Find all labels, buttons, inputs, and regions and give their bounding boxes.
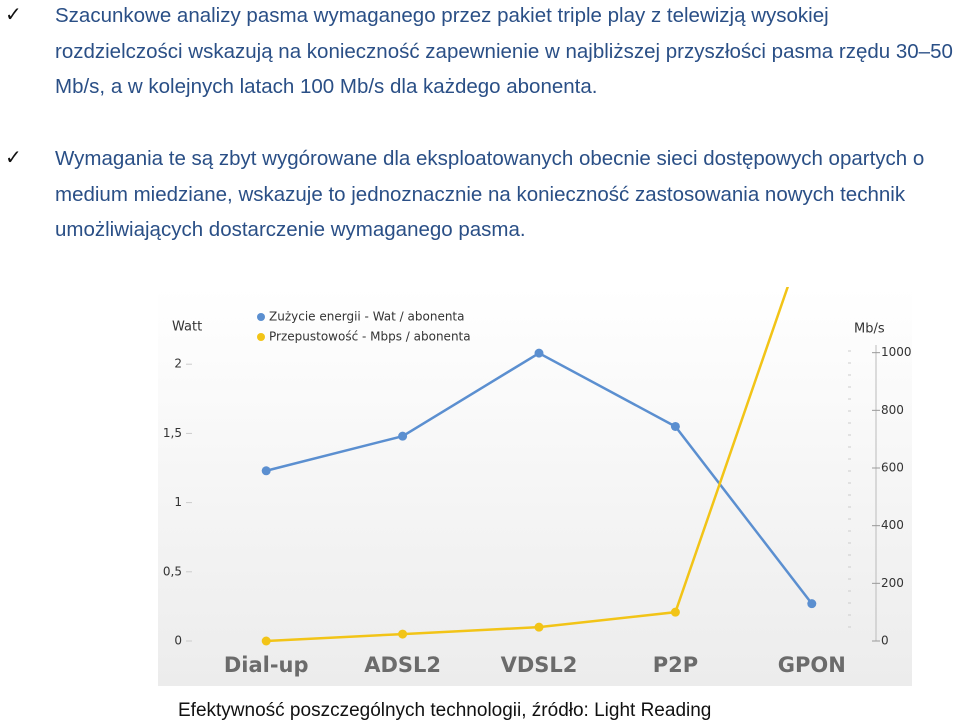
data-point [398, 629, 408, 639]
data-point [534, 348, 544, 358]
y2-axis-label: Mb/s [854, 322, 885, 337]
bullet: ✓ Wymagania te są zbyt wygórowane dla eks… [5, 141, 955, 248]
x-tick-label: VDSL2 [501, 653, 578, 677]
check-icon: ✓ [5, 4, 22, 26]
y-tick-label: 1 [174, 495, 182, 509]
data-point [398, 431, 408, 441]
y2-tick-label: 0 [881, 634, 889, 648]
y-tick-label: 0,5 [163, 564, 182, 578]
x-tick-label: Dial-up [224, 653, 309, 677]
y2-tick-label: 200 [881, 576, 904, 590]
data-point [261, 636, 271, 646]
bullet-text: Wymagania te są zbyt wygórowane dla eksp… [55, 147, 925, 241]
y2-tick-label: 800 [881, 403, 904, 417]
y-tick-label: 0 [174, 634, 182, 648]
data-point [670, 607, 680, 617]
y2-tick-label: 400 [881, 518, 904, 532]
bullet-text: Szacunkowe analizy pasma wymaganego prze… [55, 4, 953, 98]
y2-tick-label: 600 [881, 461, 904, 475]
legend-swatch [257, 333, 265, 341]
x-tick-label: ADSL2 [364, 653, 441, 677]
caption: Efektywność poszczególnych technologii, … [178, 700, 712, 721]
y2-tick-label: 1000 [881, 345, 912, 359]
y-tick-label: 2 [174, 357, 182, 371]
data-point [807, 599, 817, 609]
x-tick-label: GPON [778, 653, 846, 677]
legend-label: Zużycie energii - Wat / abonenta [269, 310, 465, 324]
chart: Watt Mb/s 0 0,5 1 1,5 2 0 200 400 600 800 1000 Dial… [158, 287, 912, 686]
check-icon: ✓ [5, 147, 22, 169]
bullet: ✓ Szacunkowe analizy pasma wymaganego prz… [5, 0, 955, 105]
data-point [670, 421, 680, 431]
y-axis-label: Watt [172, 320, 202, 335]
data-point [261, 466, 271, 476]
x-tick-label: P2P [653, 653, 698, 677]
data-point [534, 622, 544, 632]
plot [261, 287, 817, 646]
y-tick-label: 1,5 [163, 426, 182, 440]
legend-swatch [257, 313, 265, 321]
legend-label: Przepustowość - Mbps / abonenta [269, 330, 471, 344]
